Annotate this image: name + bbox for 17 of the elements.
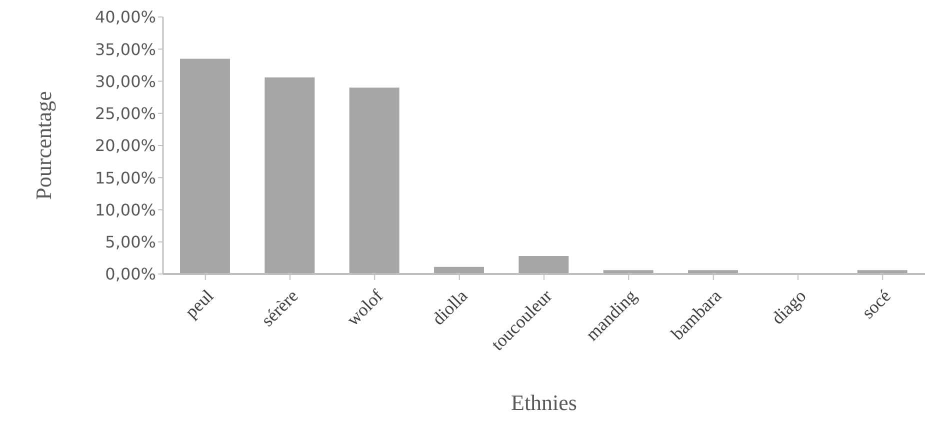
y-tick-label: 0,00%	[105, 264, 156, 284]
bar	[349, 88, 400, 274]
bar	[264, 77, 315, 274]
x-tick-label: socé	[858, 286, 895, 322]
y-tick-label: 5,00%	[105, 232, 156, 252]
bar	[180, 58, 230, 274]
x-tick-label: diago	[767, 286, 810, 328]
y-tick-label: 20,00%	[94, 136, 156, 156]
y-tick-label: 10,00%	[94, 200, 156, 220]
y-tick-label: 15,00%	[94, 168, 156, 188]
y-tick-label: 35,00%	[94, 40, 156, 59]
y-axis-title: Pourcentage	[30, 91, 56, 200]
y-tick-label: 40,00%	[94, 8, 156, 27]
x-axis-title: Ethnies	[511, 390, 577, 415]
bar	[518, 256, 569, 274]
y-tick-label: 25,00%	[94, 104, 156, 124]
y-tick-label: 30,00%	[94, 72, 156, 91]
